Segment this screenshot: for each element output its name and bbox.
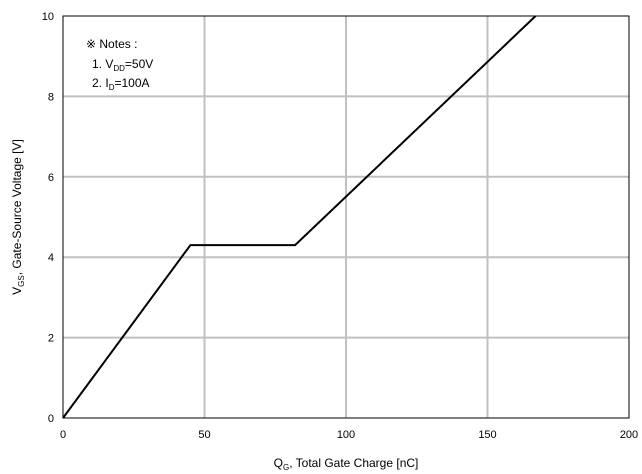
y-tick-label: 6 xyxy=(48,172,54,184)
y-tick-label: 2 xyxy=(48,333,54,345)
x-axis-title: QG, Total Gate Charge [nC] xyxy=(274,456,419,472)
x-tick-label: 50 xyxy=(198,429,210,441)
x-tick-label: 100 xyxy=(337,429,355,441)
y-axis-title-main: V xyxy=(10,287,24,295)
notes-line-2-suffix: =100A xyxy=(114,76,149,90)
notes-box: ※ Notes : 1. VDD=50V 2. ID=100A xyxy=(86,37,153,92)
tick-labels: 0 50 100 150 200 0 2 4 6 8 10 xyxy=(42,11,638,441)
notes-line-1-prefix: 1. V xyxy=(92,57,113,71)
x-tick-label: 150 xyxy=(478,429,496,441)
notes-line-2: 2. ID=100A xyxy=(92,76,150,92)
x-axis-title-rest: , Total Gate Charge [nC] xyxy=(289,456,418,470)
y-axis-title: VGS, Gate-Source Voltage [V] xyxy=(10,139,26,295)
x-tick-label: 200 xyxy=(620,429,638,441)
y-tick-label: 8 xyxy=(48,91,54,103)
grid xyxy=(63,16,629,418)
y-tick-label: 0 xyxy=(48,413,54,425)
x-axis-title-sub: G xyxy=(283,463,289,472)
notes-line-1-suffix: =50V xyxy=(125,57,153,71)
notes-line-2-prefix: 2. I xyxy=(92,76,109,90)
x-tick-label: 0 xyxy=(60,429,66,441)
notes-line-1: 1. VDD=50V xyxy=(92,57,153,73)
y-axis-title-sub: GS xyxy=(17,275,26,287)
y-tick-label: 4 xyxy=(48,252,54,264)
x-axis-title-main: Q xyxy=(274,456,283,470)
notes-line-2-sub: D xyxy=(109,83,115,92)
plot-frame xyxy=(62,15,630,419)
series-line xyxy=(62,15,537,419)
notes-title: ※ Notes : xyxy=(86,37,137,51)
y-axis-title-rest: , Gate-Source Voltage [V] xyxy=(10,139,24,275)
notes-line-1-sub: DD xyxy=(113,64,125,73)
y-tick-label: 10 xyxy=(42,11,54,23)
